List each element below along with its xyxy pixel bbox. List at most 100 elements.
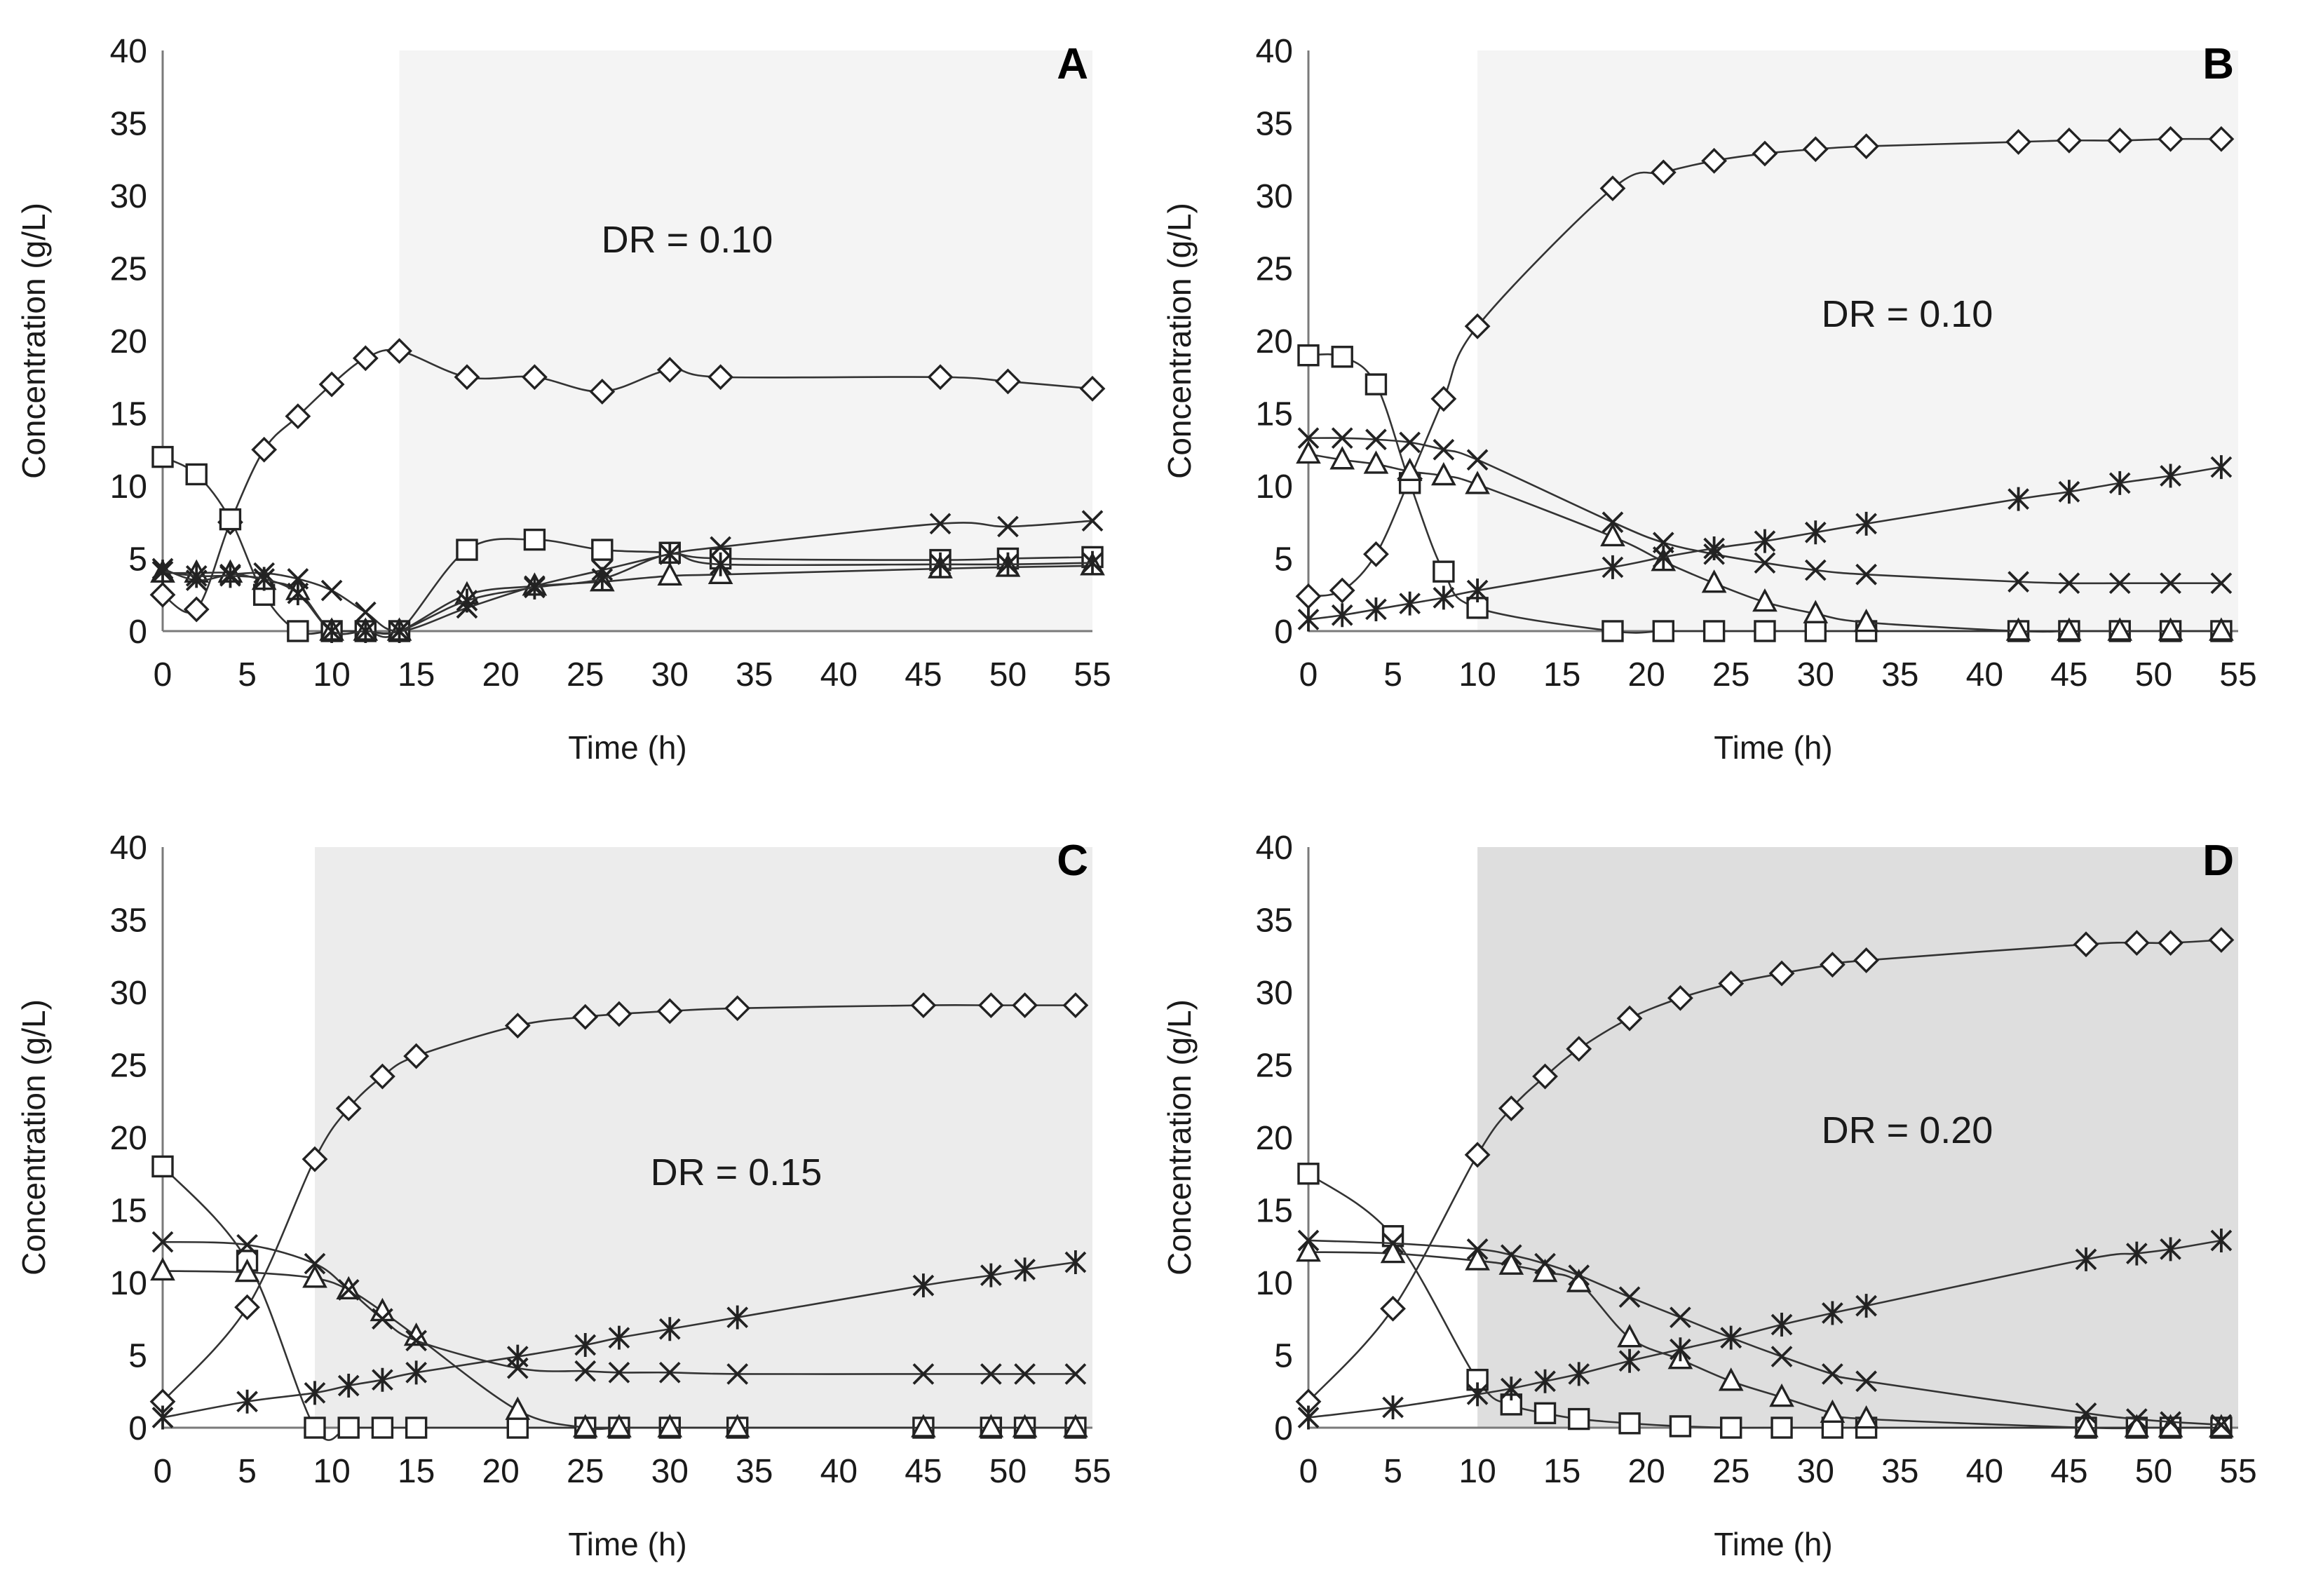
panel-d-point-triangle [1769,1383,1794,1407]
panel-b-point-diamond [1650,159,1677,186]
panel-c-point-square [371,1416,394,1439]
panel-a-point-star [185,564,208,588]
panel-d-point-diamond [2208,927,2235,953]
panel-a-point-star [354,619,377,643]
panel-d-point-diamond [1532,1063,1558,1090]
panel-d-y-tick-label: 15 [1256,1193,1293,1230]
panel-c-point-x [337,1279,360,1301]
panel-c-point-square [405,1416,428,1439]
panel-c-y-tick-label: 30 [110,975,147,1012]
panel-a-y-tick-label: 15 [110,396,147,433]
panel-c-point-x [1014,1363,1036,1385]
panel-a-point-square [523,528,546,551]
panel-b-dilution-rate-annotation: DR = 0.10 [1822,293,1993,335]
panel-a-point-diamond [149,581,176,608]
panel-d-x-tick-label: 50 [2135,1453,2172,1490]
panel-c-point-star [574,1333,597,1358]
panel-d-y-tick-label: 25 [1256,1048,1293,1085]
panel-b-point-diamond [1430,386,1457,412]
panel-c-point-star [980,1263,1002,1287]
panel-c-point-triangle [607,1414,632,1438]
panel-d-point-x [1855,1370,1877,1393]
panel-a-y-axis-label: Concentration (g/L) [15,203,52,479]
panel-d-point-square [1297,1163,1320,1185]
panel-a-point-diamond [285,403,311,430]
panel-c: 0 5 10 15 20 25 30 35 40 0 5 10 15 20 25 30 35 40 45 50 55 Ti… [15,830,1111,1562]
panel-d-point-diamond [1853,947,1880,973]
panel-d-point-square [1618,1412,1641,1435]
panel-c-point-square [337,1416,360,1439]
panel-a-dilution-rate-annotation: DR = 0.10 [602,219,773,261]
panel-b-point-square [1466,597,1489,619]
panel-d-y-tick-label: 35 [1256,902,1293,940]
panel-a-point-diamond [251,436,278,463]
panel-c-x-tick-label: 40 [820,1453,858,1490]
panel-b-x-tick-label: 10 [1458,656,1496,694]
panel-c-point-star [658,1317,681,1341]
panel-a-x-tick-label: 20 [482,656,519,694]
panel-b-point-square [1433,560,1455,583]
panel-a-point-diamond [521,364,548,391]
panel-b-point-star [1399,591,1421,616]
panel-d-point-star [1382,1395,1404,1420]
panel-b-y-tick-label: 30 [1256,178,1293,215]
panel-b-y-tick-label: 10 [1256,468,1293,506]
panel-b-point-triangle [1431,461,1456,486]
panel-b-point-x [1297,427,1320,449]
panel-c-point-diamond [1012,992,1038,1019]
panel-b-point-diamond [2056,127,2083,154]
panel-c-point-star [372,1367,393,1392]
panel-c-point-diamond [606,1001,632,1027]
panel-b-y-tick-label: 0 [1274,614,1293,651]
panel-c-point-x [574,1360,597,1382]
panel-d-point-x [1770,1346,1793,1367]
panel-b-point-square [1652,620,1674,642]
panel-d-point-triangle [2073,1414,2099,1438]
panel-a-point-x [929,513,952,535]
panel-c-y-axis-label: Concentration (g/L) [15,999,52,1276]
panel-c-point-diamond [335,1095,362,1122]
panel-c-point-star [151,1405,174,1430]
panel-c-y-tick-label: 25 [110,1048,147,1085]
panel-c-point-diamond [656,998,683,1024]
panel-a-y-tick-label: 5 [128,541,147,579]
panel-b-point-star [2007,487,2029,511]
panel-d-point-diamond [2158,930,2183,956]
panel-d-y-tick-label: 10 [1256,1265,1293,1302]
panel-b-point-triangle [1465,471,1490,494]
panel-c-point-triangle [978,1414,1004,1438]
panel-b-point-triangle [1803,600,1829,623]
panel-a-x-tick-label: 55 [1074,656,1111,694]
panel-a-letter: A [1057,40,1088,88]
panel-d-point-diamond [1616,1005,1643,1032]
panel-c-point-x [1064,1363,1087,1385]
panel-d-point-x [1466,1238,1489,1260]
panel-b-point-x [1433,438,1455,461]
panel-d-series-star [1297,1228,2233,1430]
panel-b-point-square [1602,620,1624,642]
panel-c-point-diamond [977,992,1004,1019]
panel-a-point-star [151,560,174,584]
panel-b-point-star [1466,579,1489,603]
panel-c-point-triangle [1063,1414,1088,1438]
panel-d-point-star [2160,1237,2181,1262]
panel-b-point-star [1754,529,1776,553]
panel-b-point-triangle [1600,522,1625,547]
panel-c-y-tick-label: 15 [110,1193,147,1230]
panel-d-point-star [2075,1247,2097,1271]
panel-d-point-triangle [1853,1405,1879,1429]
panel-b-point-star [1602,555,1624,579]
panel-c-series-star [151,1250,1087,1430]
panel-a-point-triangle [657,562,683,586]
panel-b-x-axis-label: Time (h) [1714,729,1833,766]
panel-a-point-star [710,552,731,576]
panel-a-point-square [456,539,478,561]
panel-b-point-star [2160,464,2181,488]
panel-c-series-line [162,1004,1076,1402]
panel-c-point-triangle [911,1414,936,1438]
panel-c-series-diamond [149,992,1089,1415]
panel-d-point-triangle [2124,1414,2150,1438]
panel-d-point-star [1500,1377,1522,1401]
panel-a-x-tick-label: 0 [154,656,172,694]
panel-c-y-tick-label: 20 [110,1120,147,1157]
